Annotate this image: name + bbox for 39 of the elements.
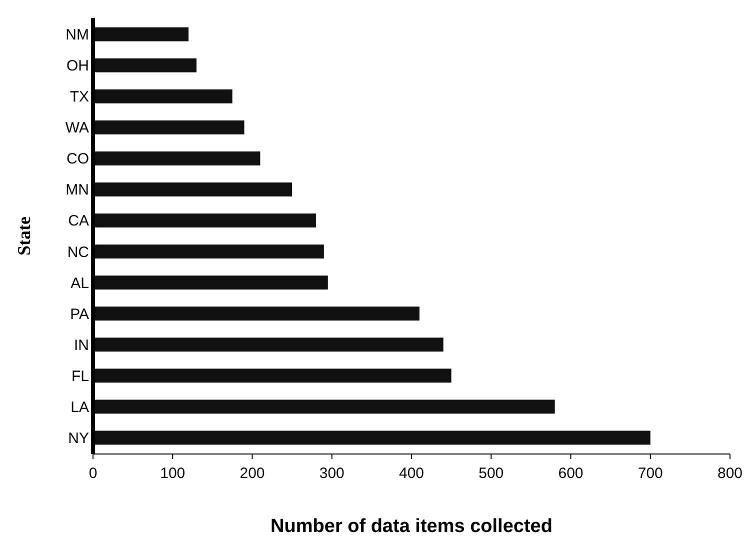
y-axis-title: State — [14, 216, 34, 256]
x-tick-label: 700 — [638, 465, 663, 482]
bar — [93, 338, 444, 352]
bar — [93, 120, 244, 134]
y-tick-label: TX — [70, 88, 89, 106]
bar — [93, 151, 260, 166]
bar — [93, 244, 324, 258]
bar — [93, 400, 555, 414]
bar — [93, 27, 189, 42]
x-tick-label: 600 — [558, 465, 584, 482]
bar — [93, 368, 452, 383]
y-tick-label: AL — [70, 274, 89, 292]
y-tick-label: NY — [68, 430, 89, 447]
x-tick-label: 300 — [319, 465, 344, 482]
y-tick-label: FL — [71, 368, 89, 385]
x-axis-title: Number of data items collected — [270, 516, 552, 537]
bar — [93, 182, 292, 196]
bar — [93, 430, 650, 445]
bar — [93, 89, 232, 104]
x-tick-label: 0 — [88, 465, 98, 482]
y-tick-label: MN — [66, 182, 89, 199]
bar — [93, 214, 316, 228]
y-tick-label: CO — [66, 150, 89, 168]
bar — [93, 306, 420, 321]
x-tick-label: 200 — [240, 465, 265, 482]
x-tick-label: 500 — [478, 465, 504, 482]
y-tick-label: NM — [66, 26, 89, 44]
x-tick-label: 400 — [398, 465, 424, 482]
bar — [93, 58, 197, 72]
x-tick-label: 800 — [717, 465, 743, 482]
y-tick-label: WA — [65, 120, 89, 137]
y-tick-label: CA — [68, 212, 89, 230]
x-tick-label: 100 — [160, 465, 186, 482]
y-tick-label: PA — [70, 306, 89, 323]
y-tick-label: IN — [74, 336, 89, 354]
bar — [93, 276, 328, 290]
y-tick-label: LA — [70, 398, 89, 416]
y-tick-label: OH — [66, 58, 89, 75]
y-tick-label: NC — [67, 244, 90, 261]
